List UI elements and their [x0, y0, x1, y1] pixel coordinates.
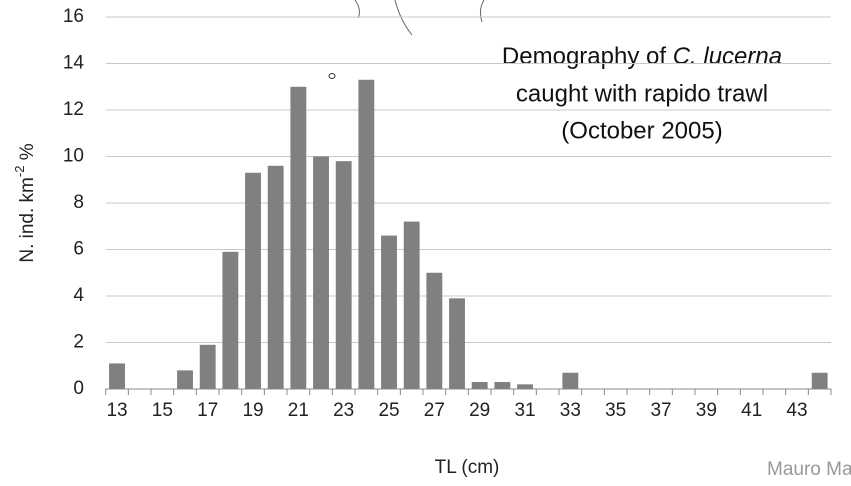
bar — [517, 384, 533, 389]
x-tick-label: 37 — [650, 400, 671, 421]
x-tick-label: 23 — [333, 400, 354, 421]
bar — [290, 86, 307, 389]
y-tick-label: 10 — [63, 146, 84, 167]
x-tick-label: 15 — [152, 400, 173, 421]
x-tick-label: 17 — [197, 400, 218, 421]
y-axis-label: N. ind. km-2 % — [12, 143, 38, 262]
map-fragment — [328, 73, 336, 79]
x-tick-label: 13 — [106, 400, 127, 421]
bar — [199, 344, 216, 389]
x-tick-label: 39 — [696, 400, 717, 421]
x-tick-label: 33 — [560, 400, 581, 421]
bar — [109, 363, 125, 389]
x-tick-label: 21 — [288, 400, 309, 421]
bar — [381, 235, 397, 389]
y-tick-label: 4 — [73, 285, 84, 306]
annotation-text: (October 2005) — [561, 117, 722, 144]
y-tick-label: 8 — [73, 192, 84, 213]
credit: Mauro Mar — [767, 459, 851, 480]
x-tick-label: 35 — [605, 400, 626, 421]
y-tick-label: 2 — [73, 332, 84, 353]
x-tick-label: 43 — [786, 400, 807, 421]
y-tick-label: 6 — [73, 239, 84, 260]
bar — [335, 161, 352, 389]
x-axis-label: TL (cm) — [435, 457, 500, 478]
bar — [811, 372, 828, 389]
bar — [313, 156, 329, 389]
x-tick-label: 19 — [242, 400, 263, 421]
bar — [177, 370, 193, 389]
annotation-text: C. lucerna — [673, 43, 782, 70]
bar — [403, 221, 420, 389]
y-tick-label: 0 — [73, 378, 84, 399]
x-tick-label: 25 — [378, 400, 399, 421]
y-axis-label-text: % — [17, 143, 38, 165]
annotation-text: Demography of — [502, 43, 673, 70]
bar — [449, 298, 465, 389]
y-axis-label-text: -2 — [12, 166, 27, 178]
bar — [494, 382, 511, 389]
bar — [426, 272, 443, 389]
bar — [245, 172, 261, 389]
y-tick-label: 12 — [63, 99, 84, 120]
x-tick-label: 29 — [469, 400, 490, 421]
x-tick-label: 41 — [741, 400, 762, 421]
bar — [267, 165, 284, 389]
x-tick-label: 31 — [514, 400, 535, 421]
bar — [222, 251, 239, 389]
y-tick-label: 16 — [63, 6, 84, 27]
bar — [471, 382, 488, 389]
annotation: Demography of C. lucerna — [502, 43, 782, 70]
y-tick-label: 14 — [63, 53, 85, 74]
bar — [358, 79, 375, 390]
bar — [562, 372, 579, 389]
annotation-text: caught with rapido trawl — [516, 80, 768, 107]
x-tick-label: 27 — [424, 400, 445, 421]
y-axis-label-text: N. ind. km — [17, 177, 38, 263]
